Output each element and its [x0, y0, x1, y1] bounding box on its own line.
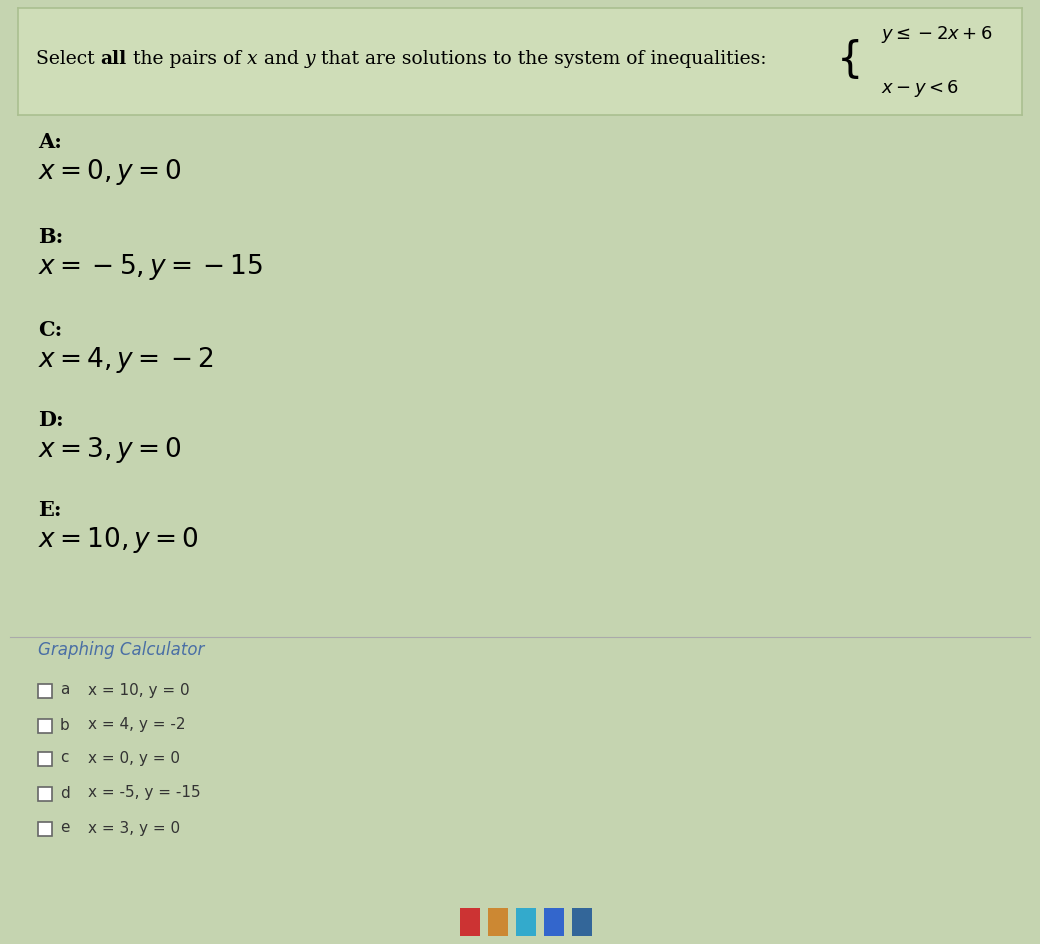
Text: that are solutions to the system of inequalities:: that are solutions to the system of ineq… [315, 50, 766, 68]
Text: D:: D: [38, 410, 63, 430]
Bar [516, 908, 536, 936]
Text: the pairs of: the pairs of [127, 50, 248, 68]
Text: $y \leq -2x+6$: $y \leq -2x+6$ [882, 25, 993, 45]
Bar [488, 908, 508, 936]
Text: a: a [60, 683, 70, 698]
Bar [38, 787, 52, 801]
Text: x: x [248, 50, 258, 68]
Text: b: b [60, 717, 70, 733]
Text: $x-y<6$: $x-y<6$ [882, 77, 960, 99]
Text: $x = 3, y = 0$: $x = 3, y = 0$ [38, 435, 182, 465]
Text: A:: A: [38, 132, 61, 152]
Text: x = -5, y = -15: x = -5, y = -15 [88, 785, 201, 801]
Text: x = 0, y = 0: x = 0, y = 0 [88, 750, 180, 766]
Text: $\{$: $\{$ [836, 38, 859, 81]
Bar [38, 684, 52, 698]
Text: x = 3, y = 0: x = 3, y = 0 [88, 820, 180, 835]
Bar [38, 719, 52, 733]
Text: and: and [258, 50, 305, 68]
Text: Graphing Calculator: Graphing Calculator [38, 641, 205, 659]
Text: E:: E: [38, 500, 61, 520]
Text: Select: Select [36, 50, 101, 68]
Text: y: y [305, 50, 315, 68]
Text: B:: B: [38, 227, 63, 247]
Text: d: d [60, 785, 70, 801]
Text: x = 4, y = -2: x = 4, y = -2 [88, 717, 185, 733]
Bar [38, 752, 52, 766]
Text: $x = 10, y = 0$: $x = 10, y = 0$ [38, 525, 199, 555]
Text: c: c [60, 750, 69, 766]
Text: $x = -5, y = -15$: $x = -5, y = -15$ [38, 252, 263, 282]
Text: $x = 4, y = -2$: $x = 4, y = -2$ [38, 345, 213, 375]
Bar [38, 822, 52, 836]
Text: $x = 0, y = 0$: $x = 0, y = 0$ [38, 157, 182, 187]
Text: all: all [101, 50, 127, 68]
Text: C:: C: [38, 320, 62, 340]
Text: e: e [60, 820, 70, 835]
Bar [460, 908, 480, 936]
Text: x = 10, y = 0: x = 10, y = 0 [88, 683, 189, 698]
Bar [544, 908, 564, 936]
Bar [572, 908, 592, 936]
